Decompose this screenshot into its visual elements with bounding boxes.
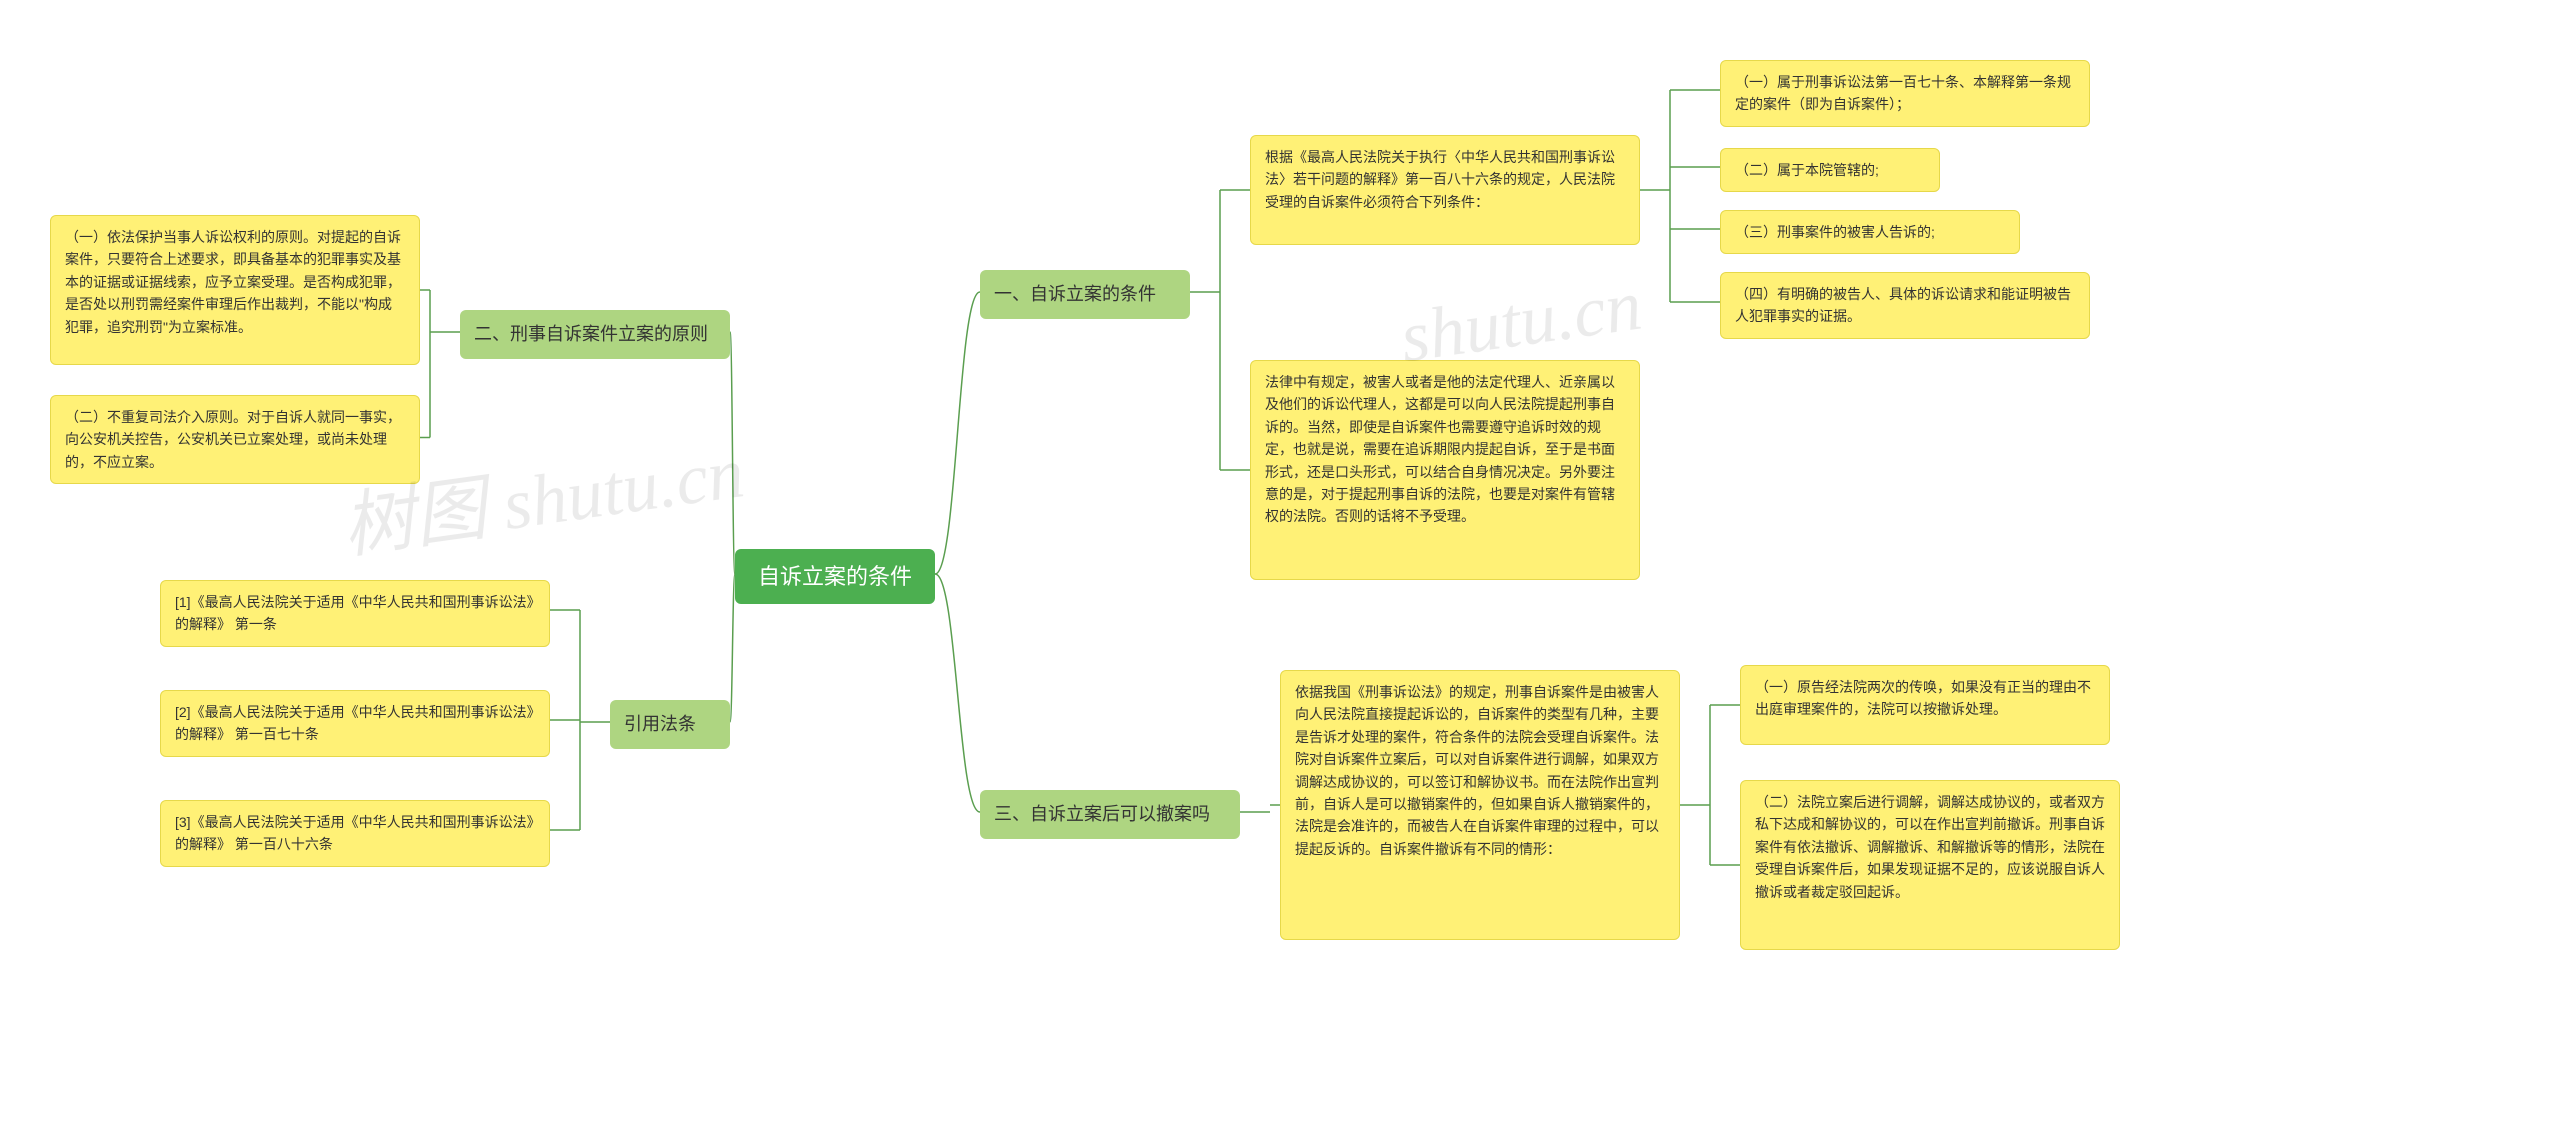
- center-node: 自诉立案的条件: [735, 549, 935, 604]
- b2c1: （一）依法保护当事人诉讼权利的原则。对提起的自诉案件，只要符合上述要求，即具备基…: [50, 215, 420, 365]
- b4c3: [3]《最高人民法院关于适用《中华人民共和国刑事诉讼法》的解释》 第一百八十六条: [160, 800, 550, 867]
- b4c2: [2]《最高人民法院关于适用《中华人民共和国刑事诉讼法》的解释》 第一百七十条: [160, 690, 550, 757]
- b4c1: [1]《最高人民法院关于适用《中华人民共和国刑事诉讼法》的解释》 第一条: [160, 580, 550, 647]
- b2: 二、刑事自诉案件立案的原则: [460, 310, 730, 359]
- b1c2: 法律中有规定，被害人或者是他的法定代理人、近亲属以及他们的诉讼代理人，这都是可以…: [1250, 360, 1640, 580]
- b1c1: 根据《最高人民法院关于执行〈中华人民共和国刑事诉讼法〉若干问题的解释》第一百八十…: [1250, 135, 1640, 245]
- b4: 引用法条: [610, 700, 730, 749]
- b1c1b: （二）属于本院管辖的;: [1720, 148, 1940, 192]
- b3c1b: （二）法院立案后进行调解，调解达成协议的，或者双方私下达成和解协议的，可以在作出…: [1740, 780, 2120, 950]
- b1c1a: （一）属于刑事诉讼法第一百七十条、本解释第一条规定的案件（即为自诉案件）；: [1720, 60, 2090, 127]
- b3: 三、自诉立案后可以撤案吗: [980, 790, 1240, 839]
- b1c1d: （四）有明确的被告人、具体的诉讼请求和能证明被告人犯罪事实的证据。: [1720, 272, 2090, 339]
- b1: 一、自诉立案的条件: [980, 270, 1190, 319]
- b3c1: 依据我国《刑事诉讼法》的规定，刑事自诉案件是由被害人向人民法院直接提起诉讼的，自…: [1280, 670, 1680, 940]
- b1c1c: （三）刑事案件的被害人告诉的;: [1720, 210, 2020, 254]
- b2c2: （二）不重复司法介入原则。对于自诉人就同一事实，向公安机关控告，公安机关已立案处…: [50, 395, 420, 484]
- b3c1a: （一）原告经法院两次的传唤，如果没有正当的理由不出庭审理案件的，法院可以按撤诉处…: [1740, 665, 2110, 745]
